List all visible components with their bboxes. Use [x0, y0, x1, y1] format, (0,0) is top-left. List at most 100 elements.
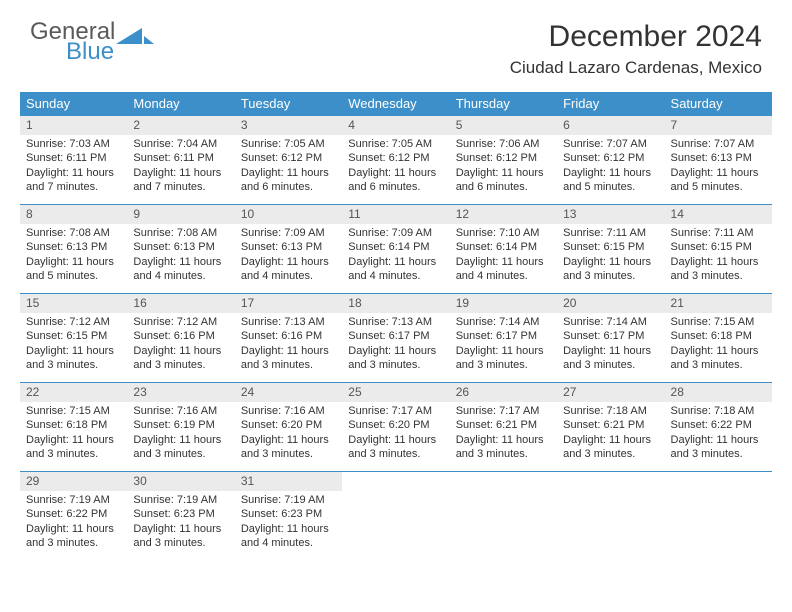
daylight-text: Daylight: 11 hours and 4 minutes.	[241, 255, 336, 283]
day-number: 3	[235, 116, 342, 135]
day-number: 21	[665, 294, 772, 313]
daylight-text: Daylight: 11 hours and 3 minutes.	[26, 433, 121, 461]
calendar-cell: 3Sunrise: 7:05 AMSunset: 6:12 PMDaylight…	[235, 116, 342, 204]
day-number: 29	[20, 472, 127, 491]
day-details: Sunrise: 7:11 AMSunset: 6:15 PMDaylight:…	[665, 224, 772, 288]
day-number: 22	[20, 383, 127, 402]
sunset-text: Sunset: 6:15 PM	[26, 329, 121, 343]
sunrise-text: Sunrise: 7:17 AM	[456, 404, 551, 418]
sunset-text: Sunset: 6:21 PM	[563, 418, 658, 432]
sunset-text: Sunset: 6:16 PM	[133, 329, 228, 343]
sunset-text: Sunset: 6:23 PM	[241, 507, 336, 521]
daylight-text: Daylight: 11 hours and 4 minutes.	[133, 255, 228, 283]
sunrise-text: Sunrise: 7:12 AM	[26, 315, 121, 329]
daylight-text: Daylight: 11 hours and 3 minutes.	[563, 344, 658, 372]
daylight-text: Daylight: 11 hours and 3 minutes.	[241, 433, 336, 461]
sunset-text: Sunset: 6:12 PM	[456, 151, 551, 165]
daylight-text: Daylight: 11 hours and 3 minutes.	[133, 433, 228, 461]
sunrise-text: Sunrise: 7:19 AM	[26, 493, 121, 507]
calendar-body: 1Sunrise: 7:03 AMSunset: 6:11 PMDaylight…	[20, 115, 772, 560]
calendar-cell: 21Sunrise: 7:15 AMSunset: 6:18 PMDayligh…	[665, 294, 772, 382]
calendar-cell	[665, 472, 772, 560]
day-number: 10	[235, 205, 342, 224]
calendar-cell: 10Sunrise: 7:09 AMSunset: 6:13 PMDayligh…	[235, 205, 342, 293]
daylight-text: Daylight: 11 hours and 5 minutes.	[26, 255, 121, 283]
calendar-cell: 14Sunrise: 7:11 AMSunset: 6:15 PMDayligh…	[665, 205, 772, 293]
sunset-text: Sunset: 6:16 PM	[241, 329, 336, 343]
calendar-cell: 22Sunrise: 7:15 AMSunset: 6:18 PMDayligh…	[20, 383, 127, 471]
brand-logo: General Blue	[30, 20, 115, 64]
sunset-text: Sunset: 6:15 PM	[563, 240, 658, 254]
sunrise-text: Sunrise: 7:07 AM	[671, 137, 766, 151]
sunrise-text: Sunrise: 7:04 AM	[133, 137, 228, 151]
sunset-text: Sunset: 6:13 PM	[26, 240, 121, 254]
day-number: 9	[127, 205, 234, 224]
calendar-cell: 29Sunrise: 7:19 AMSunset: 6:22 PMDayligh…	[20, 472, 127, 560]
sunrise-text: Sunrise: 7:11 AM	[671, 226, 766, 240]
sunrise-text: Sunrise: 7:08 AM	[26, 226, 121, 240]
page-header: General Blue December 2024 Ciudad Lazaro…	[0, 0, 792, 84]
calendar-cell: 4Sunrise: 7:05 AMSunset: 6:12 PMDaylight…	[342, 116, 449, 204]
daylight-text: Daylight: 11 hours and 3 minutes.	[133, 522, 228, 550]
daylight-text: Daylight: 11 hours and 7 minutes.	[26, 166, 121, 194]
sunrise-text: Sunrise: 7:13 AM	[348, 315, 443, 329]
sunset-text: Sunset: 6:17 PM	[456, 329, 551, 343]
day-details: Sunrise: 7:05 AMSunset: 6:12 PMDaylight:…	[342, 135, 449, 199]
daylight-text: Daylight: 11 hours and 3 minutes.	[26, 344, 121, 372]
calendar-cell	[557, 472, 664, 560]
calendar-cell	[450, 472, 557, 560]
daylight-text: Daylight: 11 hours and 3 minutes.	[456, 344, 551, 372]
sunset-text: Sunset: 6:20 PM	[241, 418, 336, 432]
day-details: Sunrise: 7:08 AMSunset: 6:13 PMDaylight:…	[127, 224, 234, 288]
day-number: 4	[342, 116, 449, 135]
day-details: Sunrise: 7:17 AMSunset: 6:20 PMDaylight:…	[342, 402, 449, 466]
sunrise-text: Sunrise: 7:15 AM	[671, 315, 766, 329]
calendar-cell: 31Sunrise: 7:19 AMSunset: 6:23 PMDayligh…	[235, 472, 342, 560]
weekday-header: Thursday	[450, 92, 557, 115]
calendar-cell: 17Sunrise: 7:13 AMSunset: 6:16 PMDayligh…	[235, 294, 342, 382]
day-details: Sunrise: 7:16 AMSunset: 6:19 PMDaylight:…	[127, 402, 234, 466]
day-number: 30	[127, 472, 234, 491]
day-details: Sunrise: 7:07 AMSunset: 6:13 PMDaylight:…	[665, 135, 772, 199]
daylight-text: Daylight: 11 hours and 3 minutes.	[671, 433, 766, 461]
calendar-cell: 11Sunrise: 7:09 AMSunset: 6:14 PMDayligh…	[342, 205, 449, 293]
sunrise-text: Sunrise: 7:06 AM	[456, 137, 551, 151]
sunrise-text: Sunrise: 7:14 AM	[456, 315, 551, 329]
day-number: 7	[665, 116, 772, 135]
sunrise-text: Sunrise: 7:05 AM	[241, 137, 336, 151]
day-number: 13	[557, 205, 664, 224]
day-details: Sunrise: 7:14 AMSunset: 6:17 PMDaylight:…	[450, 313, 557, 377]
calendar-cell: 20Sunrise: 7:14 AMSunset: 6:17 PMDayligh…	[557, 294, 664, 382]
day-details: Sunrise: 7:09 AMSunset: 6:14 PMDaylight:…	[342, 224, 449, 288]
sunset-text: Sunset: 6:17 PM	[563, 329, 658, 343]
sunrise-text: Sunrise: 7:05 AM	[348, 137, 443, 151]
day-details: Sunrise: 7:13 AMSunset: 6:16 PMDaylight:…	[235, 313, 342, 377]
weekday-header: Saturday	[665, 92, 772, 115]
daylight-text: Daylight: 11 hours and 3 minutes.	[133, 344, 228, 372]
sunrise-text: Sunrise: 7:18 AM	[671, 404, 766, 418]
day-number: 12	[450, 205, 557, 224]
day-number: 25	[342, 383, 449, 402]
day-number: 17	[235, 294, 342, 313]
daylight-text: Daylight: 11 hours and 3 minutes.	[241, 344, 336, 372]
day-details: Sunrise: 7:18 AMSunset: 6:22 PMDaylight:…	[665, 402, 772, 466]
daylight-text: Daylight: 11 hours and 7 minutes.	[133, 166, 228, 194]
day-details: Sunrise: 7:11 AMSunset: 6:15 PMDaylight:…	[557, 224, 664, 288]
sunrise-text: Sunrise: 7:18 AM	[563, 404, 658, 418]
daylight-text: Daylight: 11 hours and 5 minutes.	[671, 166, 766, 194]
daylight-text: Daylight: 11 hours and 3 minutes.	[671, 344, 766, 372]
daylight-text: Daylight: 11 hours and 6 minutes.	[241, 166, 336, 194]
sunset-text: Sunset: 6:20 PM	[348, 418, 443, 432]
sunset-text: Sunset: 6:14 PM	[348, 240, 443, 254]
day-details: Sunrise: 7:05 AMSunset: 6:12 PMDaylight:…	[235, 135, 342, 199]
calendar-cell: 27Sunrise: 7:18 AMSunset: 6:21 PMDayligh…	[557, 383, 664, 471]
day-details: Sunrise: 7:14 AMSunset: 6:17 PMDaylight:…	[557, 313, 664, 377]
brand-line2: Blue	[66, 40, 115, 64]
sunrise-text: Sunrise: 7:16 AM	[241, 404, 336, 418]
day-number: 5	[450, 116, 557, 135]
day-number: 8	[20, 205, 127, 224]
sunrise-text: Sunrise: 7:15 AM	[26, 404, 121, 418]
calendar-cell: 5Sunrise: 7:06 AMSunset: 6:12 PMDaylight…	[450, 116, 557, 204]
calendar-cell: 18Sunrise: 7:13 AMSunset: 6:17 PMDayligh…	[342, 294, 449, 382]
calendar-cell: 19Sunrise: 7:14 AMSunset: 6:17 PMDayligh…	[450, 294, 557, 382]
